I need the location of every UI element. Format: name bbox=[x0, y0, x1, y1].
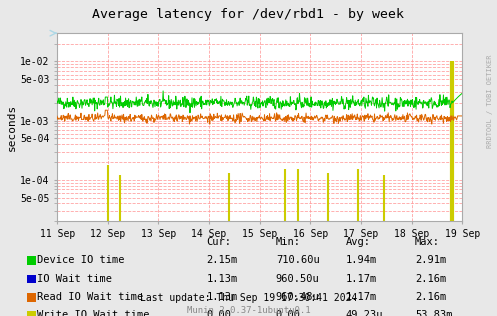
Text: 960.48u: 960.48u bbox=[276, 292, 320, 302]
Text: Max:: Max: bbox=[415, 237, 440, 247]
Text: Min:: Min: bbox=[276, 237, 301, 247]
Text: 49.23u: 49.23u bbox=[345, 310, 383, 316]
Text: Read IO Wait time: Read IO Wait time bbox=[37, 292, 144, 302]
Text: Average latency for /dev/rbd1 - by week: Average latency for /dev/rbd1 - by week bbox=[92, 8, 405, 21]
Text: 1.17m: 1.17m bbox=[345, 274, 377, 283]
Text: Last update: Thu Sep 19 17:30:41 2024: Last update: Thu Sep 19 17:30:41 2024 bbox=[140, 293, 357, 303]
Text: Cur:: Cur: bbox=[206, 237, 231, 247]
Y-axis label: seconds: seconds bbox=[7, 104, 17, 151]
Text: 2.15m: 2.15m bbox=[206, 255, 238, 265]
Text: 2.91m: 2.91m bbox=[415, 255, 446, 265]
Text: 1.17m: 1.17m bbox=[345, 292, 377, 302]
Text: 53.83m: 53.83m bbox=[415, 310, 452, 316]
Text: 0.00: 0.00 bbox=[206, 310, 231, 316]
Text: RRDTOOL / TOBI OETIKER: RRDTOOL / TOBI OETIKER bbox=[487, 54, 493, 148]
Text: IO Wait time: IO Wait time bbox=[37, 274, 112, 283]
Text: 2.16m: 2.16m bbox=[415, 274, 446, 283]
Text: 1.94m: 1.94m bbox=[345, 255, 377, 265]
Text: Avg:: Avg: bbox=[345, 237, 370, 247]
Text: 1.13m: 1.13m bbox=[206, 274, 238, 283]
Text: 2.16m: 2.16m bbox=[415, 292, 446, 302]
Text: Write IO Wait time: Write IO Wait time bbox=[37, 310, 150, 316]
Text: 1.13m: 1.13m bbox=[206, 292, 238, 302]
Text: 710.60u: 710.60u bbox=[276, 255, 320, 265]
Text: 960.50u: 960.50u bbox=[276, 274, 320, 283]
Text: Munin 2.0.37-1ubuntu0.1: Munin 2.0.37-1ubuntu0.1 bbox=[187, 307, 310, 315]
Text: 0.00: 0.00 bbox=[276, 310, 301, 316]
Text: Device IO time: Device IO time bbox=[37, 255, 125, 265]
